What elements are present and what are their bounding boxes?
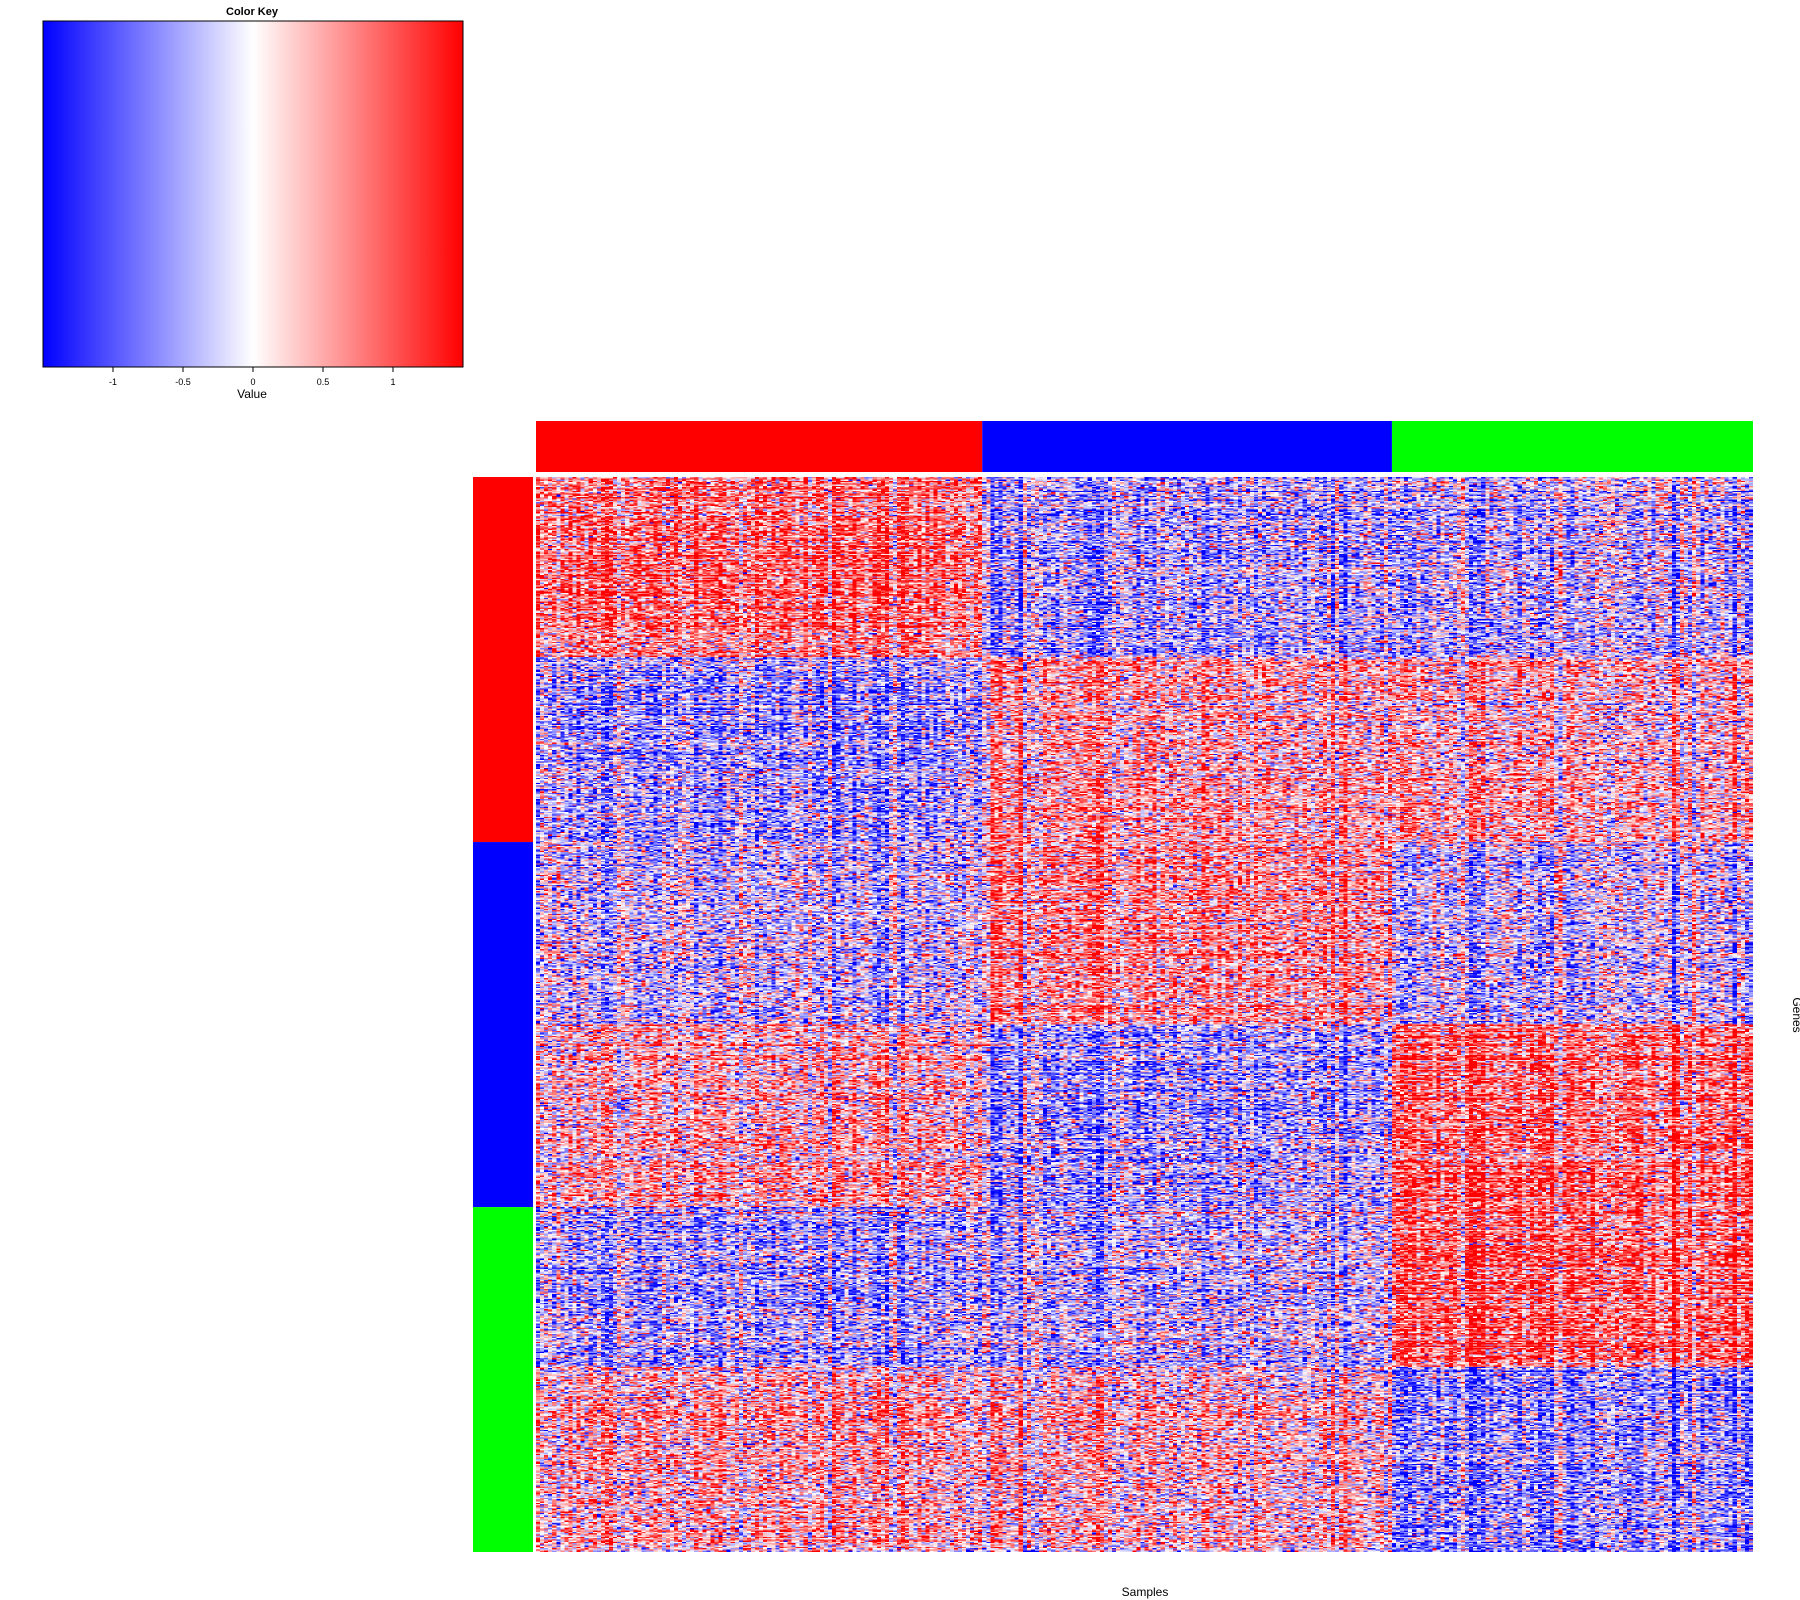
color-key-tick-label: -0.5	[175, 377, 191, 387]
heatmap-cells	[536, 477, 1753, 1552]
gene-group-bar-1	[473, 477, 533, 843]
sample-group-colorbar	[536, 421, 1753, 472]
color-key-tick-label: 0.5	[317, 377, 330, 387]
heatmap-body	[536, 477, 1753, 1552]
color-key-gradient	[42, 20, 464, 368]
color-key-tick-label: -1	[109, 377, 117, 387]
color-key-tick-label: 0	[250, 377, 255, 387]
color-key: Color Key -1 -0.5 0 0.5 1 Value	[42, 6, 464, 401]
y-axis-label: Genes	[1790, 997, 1800, 1032]
x-axis-label: Samples	[1122, 1585, 1169, 1599]
sample-group-bar-2	[982, 421, 1392, 472]
color-key-title: Color Key	[226, 6, 279, 18]
color-key-xlabel: Value	[237, 387, 267, 401]
sample-group-bar-3	[1391, 421, 1753, 472]
color-key-tick-label: 1	[390, 377, 395, 387]
gene-group-bar-2	[473, 842, 533, 1208]
gene-group-colorbar	[473, 477, 533, 1552]
sample-group-bar-1	[536, 421, 983, 472]
gene-group-bar-3	[473, 1207, 533, 1552]
color-key-ticks: -1 -0.5 0 0.5 1	[109, 367, 396, 387]
